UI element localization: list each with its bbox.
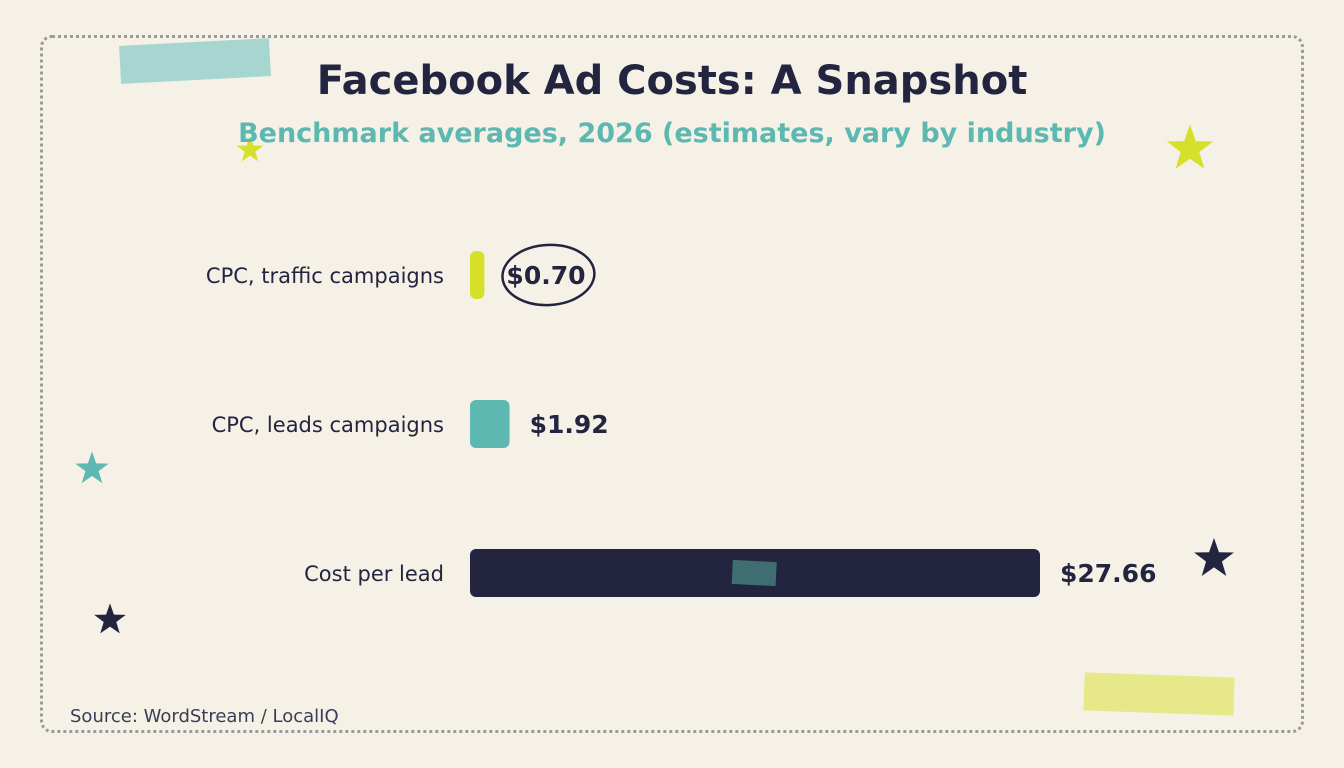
category-label: Cost per lead bbox=[304, 562, 444, 586]
star-icon bbox=[75, 451, 109, 484]
tape-accent bbox=[731, 559, 777, 587]
value-label: $1.92 bbox=[530, 410, 609, 439]
star-icon bbox=[236, 136, 264, 162]
bar bbox=[470, 251, 485, 299]
highlight-circle bbox=[501, 243, 596, 307]
value-label: $27.66 bbox=[1060, 559, 1156, 588]
star-icon bbox=[94, 603, 126, 634]
value-label: $0.70 bbox=[506, 261, 585, 290]
star-icon bbox=[1166, 124, 1214, 169]
chart-subtitle: Benchmark averages, 2026 (estimates, var… bbox=[238, 118, 1106, 149]
dotted-frame bbox=[40, 35, 1304, 733]
source-note: Source: WordStream / LocalIQ bbox=[70, 706, 339, 727]
star-icon bbox=[1194, 538, 1234, 576]
bar bbox=[470, 400, 510, 448]
chart-title: Facebook Ad Costs: A Snapshot bbox=[316, 58, 1028, 104]
category-label: CPC, traffic campaigns bbox=[206, 264, 444, 288]
category-label: CPC, leads campaigns bbox=[212, 413, 444, 437]
